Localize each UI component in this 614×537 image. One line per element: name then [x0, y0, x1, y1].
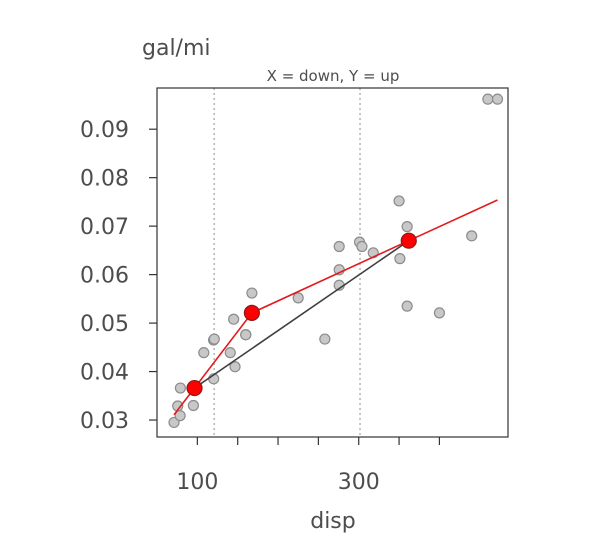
series-line-0 [173, 199, 498, 416]
data-point-22 [356, 240, 368, 253]
x-tick-label-4: 300 [338, 470, 380, 495]
data-point-29 [466, 230, 478, 242]
y-tick-label-2: 0.05 [80, 312, 129, 337]
data-point-4 [187, 399, 199, 412]
plot-area: 0.03 0.04 0.05 0.06 0.07 0.08 0.09 100 300 [80, 87, 509, 495]
data-point-16 [292, 292, 304, 304]
data-point-26 [401, 221, 413, 233]
highlight-point-0 [186, 379, 203, 397]
y-tick-label-5: 0.08 [80, 167, 129, 192]
highlight-point-2 [400, 232, 417, 249]
data-point-31 [491, 93, 504, 105]
data-point-5 [198, 347, 210, 359]
data-point-24 [393, 195, 405, 207]
highlight-point-1 [243, 304, 260, 322]
data-point-28 [433, 307, 446, 319]
data-point-3 [174, 382, 186, 394]
data-point-30 [482, 93, 494, 105]
y-tick-label-4: 0.07 [80, 215, 129, 240]
data-point-11 [229, 361, 241, 373]
data-point-20 [333, 240, 345, 253]
chart-subtitle: X = down, Y = up [267, 67, 400, 85]
data-point-9 [224, 347, 236, 359]
data-point-10 [228, 313, 240, 325]
data-point-25 [394, 253, 406, 265]
data-point-27 [401, 300, 413, 312]
data-point-2 [174, 410, 186, 422]
data-point-13 [240, 329, 252, 341]
y-tick-label-0: 0.03 [80, 409, 129, 434]
y-axis-title: gal/mi [142, 36, 211, 61]
data-point-15 [246, 287, 258, 299]
x-tick-label-0: 100 [176, 470, 218, 495]
y-tick-label-6: 0.09 [80, 118, 129, 143]
plot-frame [156, 87, 509, 438]
data-point-8 [208, 333, 220, 345]
x-axis-title: disp [310, 509, 356, 534]
data-point-17 [319, 333, 331, 345]
series-line-1 [194, 240, 410, 389]
data-point-0 [168, 416, 180, 429]
y-tick-label-1: 0.04 [80, 361, 129, 386]
y-tick-label-3: 0.06 [80, 264, 129, 289]
